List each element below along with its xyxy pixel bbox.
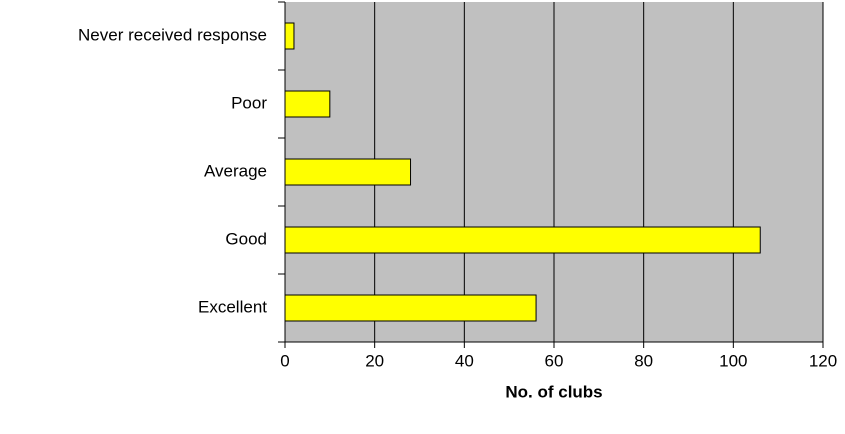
x-tick-label: 40 (455, 351, 474, 370)
bar (284, 90, 331, 118)
y-tick-label: Never received response (78, 25, 267, 44)
x-tick-label: 0 (280, 351, 289, 370)
bar (284, 158, 412, 186)
y-tick-label: Poor (231, 93, 267, 112)
bar (284, 294, 537, 322)
x-tick-label: 120 (809, 351, 837, 370)
x-axis-label: No. of clubs (505, 382, 602, 401)
y-tick-label: Average (204, 161, 267, 180)
bar (284, 226, 761, 254)
x-tick-label: 60 (545, 351, 564, 370)
x-tick-label: 100 (719, 351, 747, 370)
y-tick-label: Excellent (198, 297, 267, 316)
x-tick-label: 20 (365, 351, 384, 370)
bar (284, 22, 295, 50)
x-tick-label: 80 (634, 351, 653, 370)
y-tick-label: Good (225, 229, 267, 248)
